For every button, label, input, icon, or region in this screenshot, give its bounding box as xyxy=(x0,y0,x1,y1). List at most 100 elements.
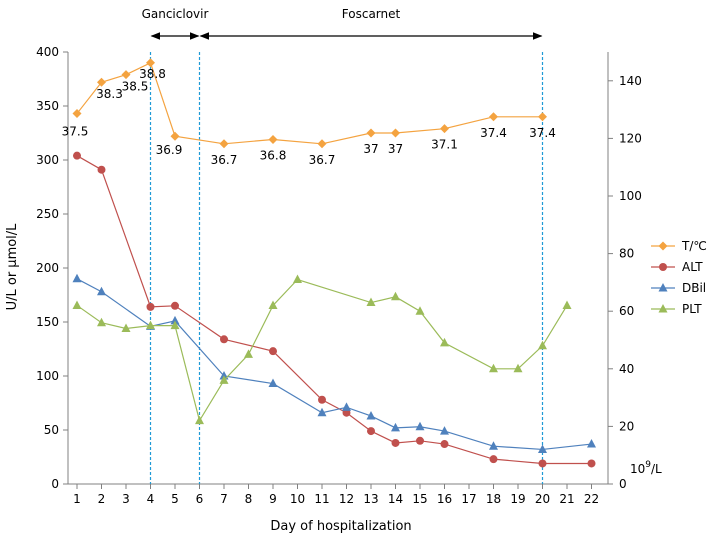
legend-label: PLT xyxy=(682,302,702,316)
legend-item-alt: ALT xyxy=(651,260,703,274)
temperature-data-label: 37.4 xyxy=(480,126,507,140)
temperature-data-label: 38.3 xyxy=(96,87,123,101)
data-point xyxy=(538,112,547,122)
x-tick-label: 7 xyxy=(220,492,228,506)
x-tick-label: 19 xyxy=(510,492,525,506)
x-tick-label: 9 xyxy=(269,492,277,506)
data-point xyxy=(97,317,106,327)
legend-swatch-marker xyxy=(658,241,668,251)
unit-suffix: /L xyxy=(651,462,662,476)
axes: 0501001502002503003504000204060801001201… xyxy=(36,45,642,506)
data-point xyxy=(121,323,131,332)
legend-swatch-marker xyxy=(658,304,668,313)
data-point xyxy=(293,274,302,284)
series-line xyxy=(76,278,592,451)
temperature-data-label: 37 xyxy=(388,142,403,156)
y-axis-left-title: U/L or μmol/L xyxy=(5,223,20,311)
temperature-data-label: 37.4 xyxy=(529,126,556,140)
x-tick-label: 12 xyxy=(339,492,354,506)
series-t- xyxy=(72,58,547,149)
series-line xyxy=(76,278,568,423)
y-left-tick-label: 200 xyxy=(36,261,59,275)
data-point xyxy=(121,70,131,80)
x-tick-label: 16 xyxy=(437,492,452,506)
data-point xyxy=(440,426,449,435)
y-left-tick-label: 300 xyxy=(36,153,59,167)
data-point xyxy=(269,347,277,356)
data-point xyxy=(366,297,376,307)
treatment-dividers xyxy=(149,52,544,484)
temperature-data-label: 36.7 xyxy=(211,153,238,167)
temperature-data-label: 38.8 xyxy=(139,67,166,81)
data-point xyxy=(170,320,180,330)
data-point xyxy=(219,139,229,149)
legend-item-plt: PLT xyxy=(651,302,702,316)
data-point xyxy=(415,306,425,315)
data-point xyxy=(97,77,106,87)
x-tick-label: 21 xyxy=(559,492,574,506)
data-series xyxy=(72,58,596,468)
legend: T/℃ ALT DBil PLT xyxy=(651,239,707,316)
x-tick-label: 2 xyxy=(98,492,106,506)
data-point xyxy=(415,421,425,431)
y-right-tick-label: 40 xyxy=(619,362,634,376)
y-right-tick-label: 120 xyxy=(619,131,642,145)
legend-item-t-: T/℃ xyxy=(651,239,707,253)
series-line xyxy=(76,155,592,465)
data-point xyxy=(489,112,498,122)
data-point xyxy=(440,337,449,347)
treatment-label: Ganciclovir xyxy=(142,7,209,21)
data-point xyxy=(366,128,376,138)
data-point xyxy=(391,128,400,138)
data-point xyxy=(489,363,498,373)
data-point xyxy=(219,375,229,384)
data-point xyxy=(317,407,327,417)
data-point xyxy=(416,436,424,445)
data-point xyxy=(391,291,400,301)
temperature-data-label: 36.8 xyxy=(260,148,287,162)
x-tick-label: 20 xyxy=(535,492,550,506)
temperature-data-label: 37.5 xyxy=(62,125,89,139)
data-point xyxy=(72,300,82,309)
y-right-tick-label: 60 xyxy=(619,304,634,318)
x-axis-title: Day of hospitalization xyxy=(270,519,411,534)
x-tick-label: 6 xyxy=(196,492,204,506)
data-point xyxy=(538,340,547,350)
data-point xyxy=(146,302,155,311)
y-right-tick-label: 100 xyxy=(619,189,642,203)
y-right-tick-label: 140 xyxy=(619,74,642,88)
temperature-data-label: 37 xyxy=(363,142,378,156)
y-right-tick-label: 20 xyxy=(619,419,634,433)
data-point xyxy=(513,363,523,373)
data-point xyxy=(367,427,375,436)
temperature-data-label: 36.9 xyxy=(156,143,183,157)
data-point xyxy=(268,378,278,388)
data-point xyxy=(195,415,204,425)
data-point xyxy=(170,131,180,141)
data-point xyxy=(97,165,106,174)
data-point xyxy=(391,422,400,432)
data-point xyxy=(391,438,400,447)
legend-label: DBil xyxy=(682,281,706,295)
data-point xyxy=(72,273,82,283)
data-point xyxy=(440,124,449,134)
x-tick-label: 14 xyxy=(388,492,403,506)
x-tick-label: 1 xyxy=(73,492,81,506)
series-plt xyxy=(72,274,572,425)
data-point xyxy=(489,441,498,450)
data-point xyxy=(244,349,253,358)
legend-item-dbil: DBil xyxy=(651,281,706,295)
data-point xyxy=(538,444,547,453)
y-right-tick-label: 0 xyxy=(619,477,627,491)
data-point xyxy=(538,459,547,468)
temperature-data-label: 36.7 xyxy=(309,153,336,167)
unit-base: 10 xyxy=(630,462,645,476)
data-point xyxy=(342,402,351,411)
temperature-data-label: 38.5 xyxy=(122,80,149,94)
x-tick-label: 22 xyxy=(584,492,599,506)
y-left-tick-label: 0 xyxy=(51,477,59,491)
y-left-tick-label: 250 xyxy=(36,207,59,221)
x-tick-label: 4 xyxy=(147,492,155,506)
y-left-tick-label: 50 xyxy=(44,423,59,437)
